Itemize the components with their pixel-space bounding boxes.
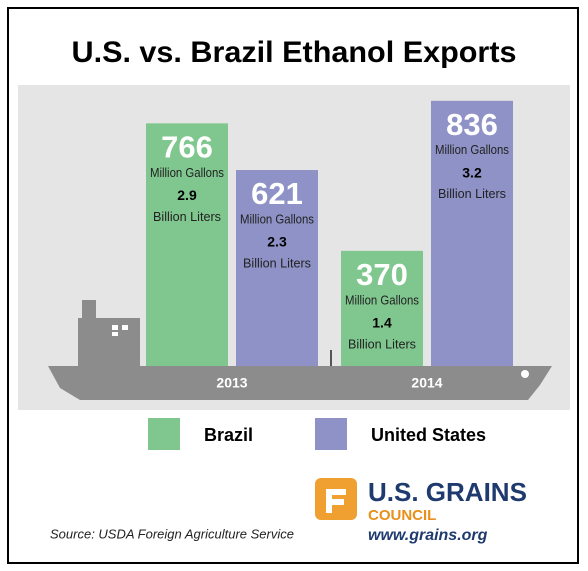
- legend-label: Brazil: [204, 425, 253, 445]
- liters-unit-label: Billion Liters: [348, 336, 416, 351]
- ship-hull: [48, 366, 552, 400]
- unit-label: Million Gallons: [150, 165, 224, 180]
- liters-label: 1.4: [372, 315, 392, 331]
- unit-label: Million Gallons: [345, 292, 419, 307]
- x-tick-label: 2013: [216, 375, 247, 391]
- value-label: 621: [251, 176, 303, 211]
- ship-window: [112, 332, 118, 336]
- chart-title: U.S. vs. Brazil Ethanol Exports: [72, 36, 517, 69]
- liters-label: 3.2: [462, 165, 482, 181]
- source: Source: USDA Foreign Agriculture Service: [50, 526, 294, 541]
- logo-name: U.S. GRAINS: [368, 477, 527, 507]
- ship-porthole: [521, 370, 529, 378]
- liters-unit-label: Billion Liters: [153, 209, 221, 224]
- liters-unit-label: Billion Liters: [243, 255, 311, 270]
- ship-chimney: [82, 300, 96, 320]
- logo-subtitle: COUNCIL: [368, 507, 436, 524]
- chart: U.S. vs. Brazil Ethanol Exports 766Milli…: [0, 0, 588, 571]
- x-tick-label: 2014: [411, 375, 442, 391]
- ship-mast: [330, 350, 332, 366]
- liters-unit-label: Billion Liters: [438, 186, 506, 201]
- liters-label: 2.9: [177, 187, 197, 203]
- unit-label: Million Gallons: [240, 211, 314, 226]
- value-label: 766: [161, 130, 213, 165]
- logo-url: www.grains.org: [368, 527, 488, 544]
- value-label: 836: [446, 107, 498, 142]
- legend-swatch: [315, 418, 347, 450]
- unit-label: Million Gallons: [435, 142, 509, 157]
- legend-label: United States: [371, 425, 486, 445]
- ship-window: [112, 325, 118, 330]
- liters-label: 2.3: [267, 234, 287, 250]
- value-label: 370: [356, 257, 408, 292]
- ship-window: [122, 325, 128, 330]
- legend-swatch: [148, 418, 180, 450]
